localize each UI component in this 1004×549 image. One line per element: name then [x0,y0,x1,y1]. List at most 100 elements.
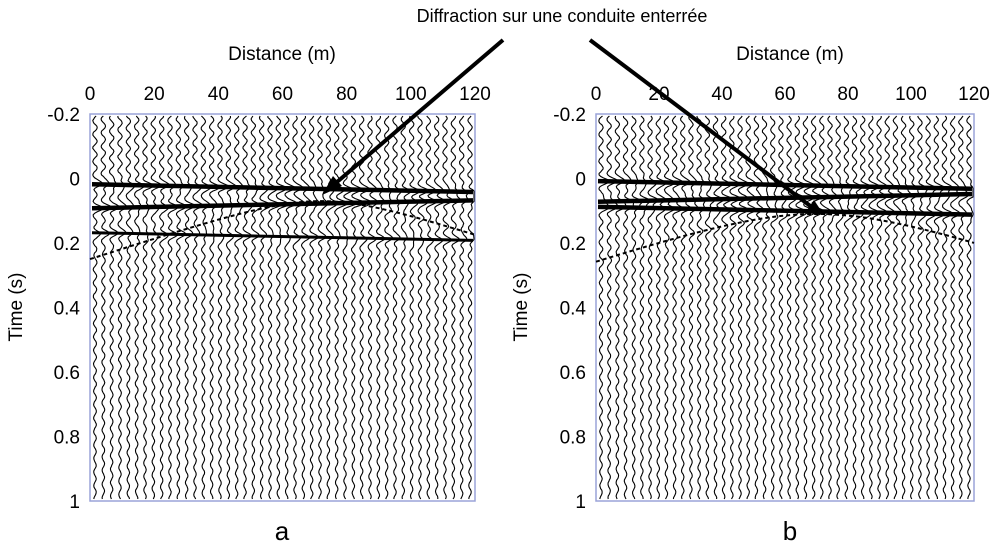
wiggle-trace [467,115,475,500]
wiggle-trace [325,115,338,500]
wiggle-trace [150,115,163,500]
wiggle-trace [442,115,454,500]
wiggle-trace [868,115,881,500]
wiggle-traces-b [595,115,975,500]
reflector-band [91,182,474,195]
x-ticks-a: 0 20 40 60 80 100 120 [85,84,491,105]
wiggle-trace [92,115,104,500]
wiggle-trace [283,115,298,499]
y-tick-label: 0 [69,170,80,191]
wiggle-trace [966,115,974,500]
wiggle-trace [350,115,367,500]
y-ticks-b: -0.2 0 0.2 0.4 0.6 0.8 1 [553,105,586,513]
x-tick-label: 100 [895,84,927,105]
wiggle-trace [688,115,699,500]
y-tick-label: 1 [69,492,80,513]
y-tick-label: 0.4 [560,299,587,320]
annotation-arrowhead-b [805,200,824,215]
wiggle-trace [275,115,291,500]
wiggle-trace [158,115,170,500]
y-tick-label: 0.8 [560,428,586,449]
wiggle-trace [267,115,282,500]
x-axis-title-b: Distance (m) [736,44,844,65]
wiggle-trace [933,115,946,499]
wiggle-trace [125,115,136,500]
reflector-band [91,231,474,242]
x-tick-label: 40 [208,84,229,105]
annotation-arrow-b [588,38,815,210]
wiggle-trace [794,115,808,500]
wiggle-trace [802,115,818,500]
panel-a: 0 20 40 60 80 100 120 -0.200.20.40.60.81 Dista… [6,44,491,546]
y-ticks-a: -0.2 0 0.2 0.4 0.6 0.8 1 [47,105,80,513]
x-tick-label: 20 [144,84,165,105]
wiggle-trace [108,115,121,500]
wiggle-trace [827,115,839,500]
wiggle-trace [408,115,421,500]
wiggle-trace [941,115,954,500]
wiggle-trace [217,115,230,500]
wiggle-trace [720,115,733,500]
wiggle-trace [292,115,306,500]
y-tick-label: 0.2 [560,234,586,255]
wiggle-trace [425,115,438,500]
y-tick-label: 0.6 [560,363,586,384]
wiggle-trace [900,115,913,500]
y-tick-label: 0 [575,170,586,191]
y-tick-label: 0.8 [54,428,80,449]
x-tick-label: 40 [711,84,732,105]
wiggle-trace [308,115,320,500]
wiggle-trace [786,115,799,499]
x-tick-label: 80 [336,84,357,105]
wiggle-trace [647,115,660,500]
wiggle-trace [909,115,920,500]
wiggle-trace [876,116,888,500]
x-tick-label: 80 [837,84,858,105]
x-tick-label: 60 [272,84,293,105]
wiggle-trace [317,115,329,500]
wiggle-trace [778,115,788,500]
reflector-band [597,204,973,217]
wiggle-trace [884,115,897,500]
x-tick-label: 0 [591,84,602,105]
panel-label-a: a [275,516,290,546]
diffraction-hyperbola [89,200,476,261]
wiggle-trace [208,115,221,499]
wiggle-trace [729,115,742,500]
wiggle-trace [851,115,864,500]
x-tick-label: 60 [774,84,795,105]
wiggle-trace [383,115,394,500]
reflector-band [91,198,474,211]
wiggle-trace [925,115,938,500]
x-ticks-b: 0 20 40 60 80 100 120 [591,84,990,105]
x-tick-label: 120 [459,84,491,105]
wiggle-trace [242,115,253,500]
wiggle-trace [745,115,757,500]
wiggle-traces-a [89,115,476,500]
wiggle-trace [367,115,379,500]
wiggle-trace [655,115,667,500]
wiggle-trace [819,115,832,500]
wiggle-trace [680,115,692,500]
y-tick-label: 0.2 [54,234,80,255]
y-tick-label: 0.4 [54,299,81,320]
wiggle-trace [917,115,929,500]
annotation-arrowhead-a [322,176,342,195]
wiggle-trace [671,115,684,500]
wiggle-trace [142,115,155,500]
y-tick-label: 1 [575,492,586,513]
wiggle-trace [400,115,412,500]
x-axis-title-a: Distance (m) [228,44,336,65]
reflector-band [597,191,973,204]
wiggle-trace [810,115,826,500]
x-tick-label: 0 [85,84,96,105]
wiggle-trace [192,115,204,500]
wiggle-trace [753,115,764,500]
annotation: Diffraction sur une conduite enterrée [322,6,824,215]
wiggle-trace [300,115,313,500]
x-tick-label: 100 [395,84,427,105]
wiggle-trace [233,115,244,500]
wiggle-trace [761,115,771,500]
wiggle-trace [639,115,652,500]
